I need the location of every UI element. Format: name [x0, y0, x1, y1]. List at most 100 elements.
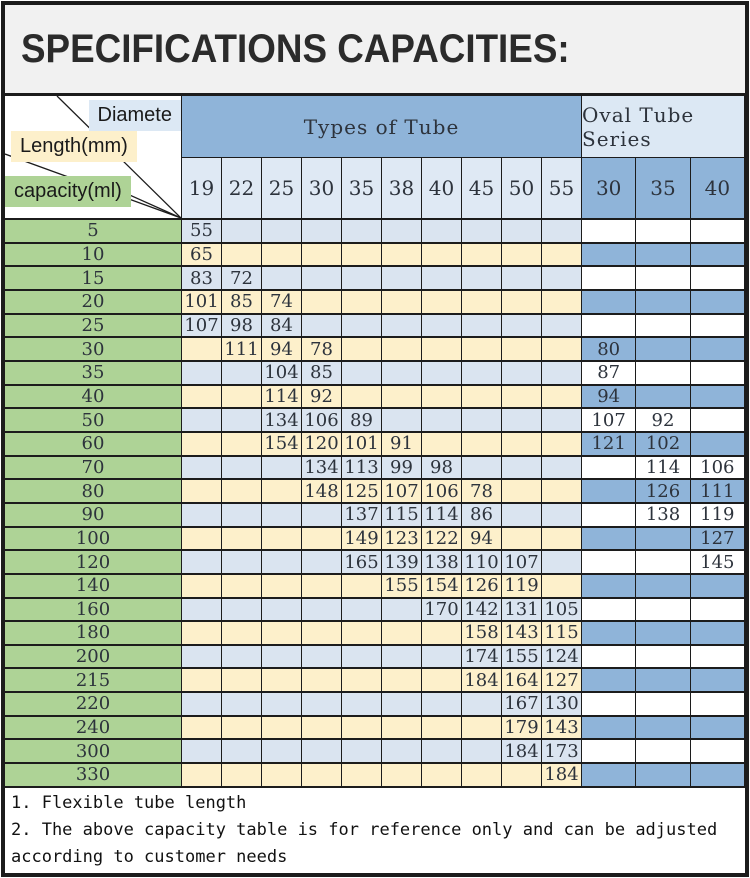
tube-capacity-cell	[382, 314, 422, 339]
oval-capacity-cell	[582, 551, 637, 575]
tube-capacity-cell: 115	[382, 503, 422, 528]
tube-capacity-cell	[342, 243, 382, 268]
capacity-row-label: 220	[5, 693, 182, 717]
tube-capacity-cell	[302, 314, 342, 339]
tube-capacity-cell	[422, 338, 462, 362]
tube-capacity-cell: 149	[342, 527, 382, 552]
oval-capacity-cell: 114	[636, 456, 691, 481]
tube-capacity-cell: 139	[382, 551, 422, 575]
diagonal-header-cell: Diamete Length(mm) capacity(ml)	[5, 96, 182, 220]
tube-capacity-cell: 115	[542, 622, 582, 646]
oval-capacity-cell: 138	[636, 503, 691, 528]
tube-capacity-cell	[462, 338, 502, 362]
tube-capacity-cell: 65	[182, 243, 222, 268]
tube-capacity-cell	[502, 527, 542, 552]
tube-capacity-cell: 110	[462, 551, 502, 575]
oval-capacity-cell	[636, 361, 691, 386]
tube-capacity-cell: 106	[302, 409, 342, 433]
tube-capacity-cell	[222, 220, 262, 244]
oval-capacity-cell	[582, 290, 637, 315]
tube-capacity-cell	[182, 480, 222, 504]
tube-capacity-cell	[502, 385, 542, 410]
oval-capacity-cell	[636, 551, 691, 575]
oval-capacity-cell	[690, 645, 745, 670]
tube-capacity-cell	[182, 338, 222, 362]
oval-capacity-cell	[690, 740, 745, 765]
tube-capacity-cell	[422, 267, 462, 291]
oval-capacity-cell: 102	[636, 432, 691, 457]
oval-capacity-cell	[690, 764, 745, 788]
capacity-table: Diamete Length(mm) capacity(ml) Types of…	[5, 96, 745, 788]
tube-capacity-cell	[382, 243, 422, 268]
tube-capacity-cell	[222, 456, 262, 481]
oval-capacity-cell	[690, 716, 745, 741]
tube-diameter-header: 45	[462, 158, 502, 220]
oval-capacity-cell: 106	[690, 456, 745, 481]
tube-capacity-cell	[542, 409, 582, 433]
tube-capacity-cell	[342, 740, 382, 765]
tube-capacity-cell	[542, 527, 582, 552]
tube-capacity-cell	[382, 267, 422, 291]
tube-capacity-cell	[182, 645, 222, 670]
tube-capacity-cell	[542, 243, 582, 268]
tube-capacity-cell	[502, 503, 542, 528]
oval-capacity-cell	[582, 764, 637, 788]
tube-capacity-cell: 184	[462, 669, 502, 694]
tube-capacity-cell	[182, 432, 222, 457]
tube-capacity-cell: 111	[222, 338, 262, 362]
capacity-row-label: 20	[5, 290, 182, 315]
tube-capacity-cell	[302, 290, 342, 315]
tube-capacity-cell	[182, 503, 222, 528]
oval-capacity-cell	[582, 693, 637, 717]
oval-capacity-cell: 127	[690, 527, 745, 552]
tube-capacity-cell	[542, 480, 582, 504]
oval-capacity-cell	[636, 314, 691, 339]
tube-capacity-cell	[422, 243, 462, 268]
tube-capacity-cell	[222, 740, 262, 765]
footnotes: 1. Flexible tube length 2. The above cap…	[5, 788, 745, 873]
oval-capacity-cell	[582, 456, 637, 481]
oval-capacity-cell	[582, 267, 637, 291]
tube-capacity-cell: 83	[182, 267, 222, 291]
oval-tube-series-header: Oval Tube Series	[582, 96, 745, 158]
oval-capacity-cell: 111	[690, 480, 745, 504]
tube-capacity-cell	[342, 574, 382, 599]
tube-capacity-cell	[302, 220, 342, 244]
tube-capacity-cell	[302, 503, 342, 528]
tube-capacity-cell: 98	[422, 456, 462, 481]
tube-capacity-cell	[422, 290, 462, 315]
tube-capacity-cell: 86	[462, 503, 502, 528]
tube-capacity-cell	[382, 385, 422, 410]
oval-capacity-cell	[690, 574, 745, 599]
oval-diameter-header: 35	[636, 158, 691, 220]
tube-capacity-cell: 137	[342, 503, 382, 528]
oval-capacity-cell	[636, 290, 691, 315]
tube-capacity-cell	[342, 764, 382, 788]
oval-capacity-cell	[582, 716, 637, 741]
tube-diameter-header: 25	[262, 158, 302, 220]
oval-capacity-cell: 94	[582, 385, 637, 410]
tube-capacity-cell: 85	[302, 361, 342, 386]
tube-capacity-cell	[462, 267, 502, 291]
tube-capacity-cell	[542, 432, 582, 457]
tube-capacity-cell: 158	[462, 622, 502, 646]
oval-capacity-cell	[690, 598, 745, 623]
tube-capacity-cell	[542, 551, 582, 575]
tube-capacity-cell	[302, 764, 342, 788]
tube-capacity-cell	[382, 220, 422, 244]
tube-capacity-cell: 78	[462, 480, 502, 504]
tube-diameter-header: 30	[302, 158, 342, 220]
note-line: 2. The above capacity table is for refer…	[11, 820, 718, 867]
tube-capacity-cell	[502, 764, 542, 788]
oval-capacity-cell	[690, 314, 745, 339]
capacity-row-label: 60	[5, 432, 182, 457]
oval-capacity-cell: 119	[690, 503, 745, 528]
tube-capacity-cell: 130	[542, 693, 582, 717]
tube-capacity-cell: 170	[422, 598, 462, 623]
tube-diameter-header: 50	[502, 158, 542, 220]
oval-capacity-cell	[690, 693, 745, 717]
tube-capacity-cell: 120	[302, 432, 342, 457]
tube-capacity-cell	[502, 361, 542, 386]
oval-capacity-cell	[636, 740, 691, 765]
tube-capacity-cell: 104	[262, 361, 302, 386]
